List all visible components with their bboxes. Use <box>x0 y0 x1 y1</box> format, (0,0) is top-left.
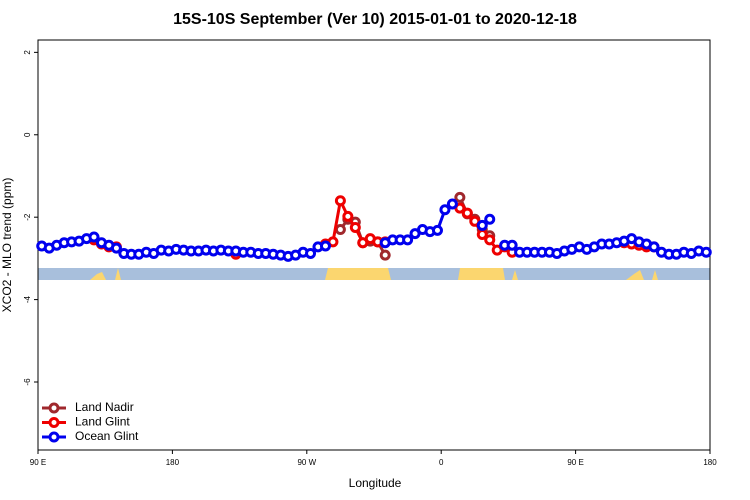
data-point <box>110 242 122 254</box>
x-axis-label: Longitude <box>349 476 402 490</box>
data-point <box>305 247 317 259</box>
data-point <box>446 198 458 210</box>
chart-title: 15S-10S September (Ver 10) 2015-01-01 to… <box>173 11 577 28</box>
y-tick-label: 0 <box>23 132 32 137</box>
land-patch <box>458 268 505 280</box>
land-patch <box>652 270 658 280</box>
data-point <box>484 213 496 225</box>
legend-label: Land Nadir <box>75 400 134 414</box>
y-axis-label: XCO2 - MLO trend (ppm) <box>0 178 14 313</box>
land-patch <box>325 268 391 280</box>
data-point <box>506 239 518 251</box>
data-point <box>379 249 391 261</box>
data-point <box>349 221 361 233</box>
x-tick-label: 180 <box>703 458 717 467</box>
legend-marker <box>48 417 60 428</box>
data-point <box>431 224 443 236</box>
y-tick-label: -2 <box>23 213 32 221</box>
data-point <box>461 207 473 219</box>
legend-label: Land Glint <box>75 415 130 429</box>
land-patch <box>90 272 106 280</box>
data-point <box>439 204 451 216</box>
x-tick-label: 90 E <box>30 458 46 467</box>
data-point <box>334 195 346 207</box>
data-point <box>484 234 496 246</box>
y-tick-label: -4 <box>23 295 32 303</box>
data-point <box>648 241 660 253</box>
x-tick-label: 180 <box>166 458 180 467</box>
data-point <box>454 191 466 203</box>
surface-strip <box>38 268 710 280</box>
data-point <box>476 219 488 231</box>
x-tick-label: 90 E <box>567 458 583 467</box>
legend-marker <box>48 431 60 443</box>
data-point <box>700 246 712 258</box>
land-patch <box>115 268 121 280</box>
land-patch <box>512 270 518 280</box>
legend-marker <box>48 402 60 414</box>
y-tick-label: -6 <box>23 378 32 386</box>
data-point <box>342 210 354 222</box>
legend-label: Ocean Glint <box>75 429 139 443</box>
x-tick-label: 90 W <box>297 458 316 467</box>
x-tick-label: 0 <box>439 458 444 467</box>
data-point <box>402 234 414 246</box>
data-point <box>319 240 331 252</box>
y-tick-label: 2 <box>23 50 32 55</box>
data-point <box>334 224 346 236</box>
data-point <box>88 231 100 243</box>
land-patch <box>626 270 644 280</box>
